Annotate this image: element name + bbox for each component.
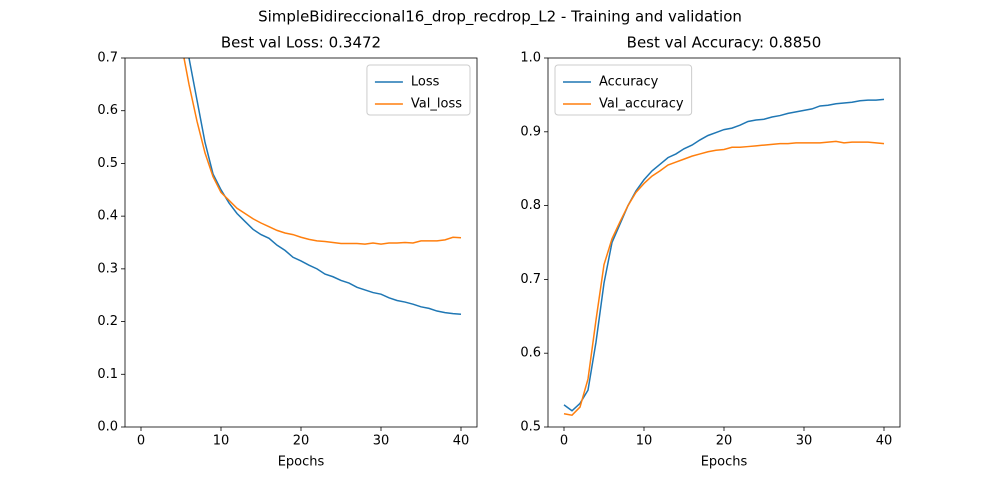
y-tick-label: 0.8 xyxy=(520,198,541,213)
legend-label: Val_loss xyxy=(411,97,462,112)
x-tick-label: 10 xyxy=(213,434,230,449)
chart-title: Best val Loss: 0.3472 xyxy=(221,34,381,52)
plot-area xyxy=(563,98,885,416)
series-line xyxy=(188,58,462,315)
axes-frame xyxy=(547,57,901,428)
y-tick-label: 1.0 xyxy=(520,51,541,66)
series-line xyxy=(183,58,462,245)
plot-area xyxy=(183,58,462,315)
legend-box xyxy=(366,64,471,116)
legend-label: Val_accuracy xyxy=(599,97,684,112)
series-line xyxy=(563,140,885,416)
y-tick-label: 0.3 xyxy=(97,261,118,276)
y-tick-label: 0.5 xyxy=(97,156,118,171)
x-tick-label: 0 xyxy=(137,434,145,449)
series-line xyxy=(563,98,885,412)
legend-label: Accuracy xyxy=(599,75,659,90)
y-tick-label: 0.0 xyxy=(97,420,118,435)
y-tick-label: 0.5 xyxy=(520,420,541,435)
chart-title: Best val Accuracy: 0.8850 xyxy=(627,34,822,52)
x-tick-label: 20 xyxy=(716,434,733,449)
figure-title: SimpleBidireccional16_drop_recdrop_L2 - … xyxy=(258,8,742,27)
legend: Loss Val_loss xyxy=(366,64,471,116)
y-tick-label: 0.7 xyxy=(520,272,541,287)
x-axis-label: Epochs xyxy=(701,455,748,470)
x-tick-label: 10 xyxy=(636,434,653,449)
legend: Accuracy Val_accuracy xyxy=(554,64,693,116)
y-tick-label: 0.9 xyxy=(520,124,541,139)
x-tick-label: 40 xyxy=(876,434,893,449)
x-tick-label: 40 xyxy=(453,434,470,449)
x-axis-label: Epochs xyxy=(278,455,325,470)
y-tick-label: 0.6 xyxy=(97,103,118,118)
y-tick-label: 0.2 xyxy=(97,314,118,329)
y-tick-label: 0.6 xyxy=(520,346,541,361)
x-tick-label: 20 xyxy=(293,434,310,449)
y-tick-label: 0.1 xyxy=(97,367,118,382)
axes-frame xyxy=(124,57,478,428)
y-tick-label: 0.4 xyxy=(97,209,118,224)
legend-box xyxy=(554,64,693,116)
legend-label: Loss xyxy=(411,75,440,90)
y-tick-label: 0.7 xyxy=(97,51,118,66)
x-tick-label: 0 xyxy=(560,434,568,449)
x-tick-label: 30 xyxy=(373,434,390,449)
x-tick-label: 30 xyxy=(796,434,813,449)
